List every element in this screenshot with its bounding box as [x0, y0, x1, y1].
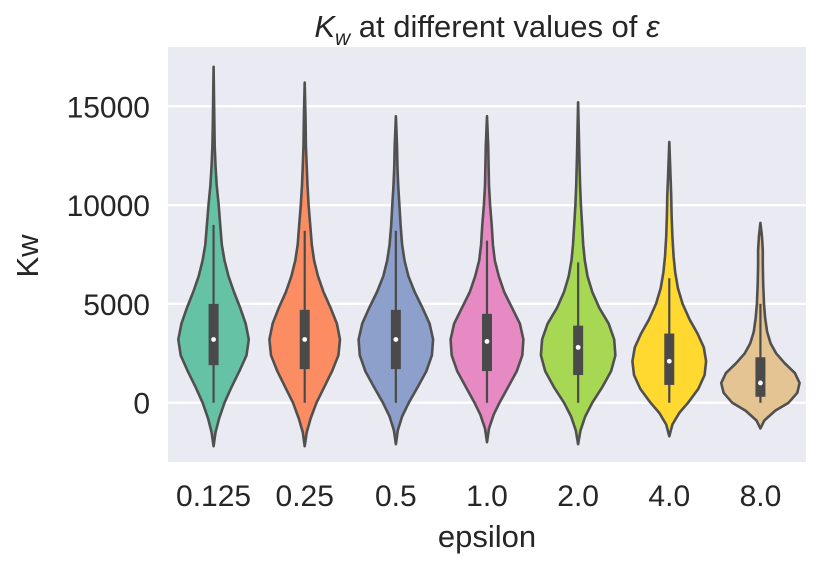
- violin-8.0: [719, 221, 801, 430]
- violins: [177, 65, 801, 448]
- violin-median: [302, 337, 308, 342]
- x-tick-label: 1.0: [466, 480, 508, 513]
- violin-median: [575, 344, 581, 350]
- y-tick-label: 15000: [67, 91, 150, 124]
- violin-4.0: [631, 140, 708, 438]
- y-tick-label: 5000: [83, 289, 150, 322]
- x-tick-label: 0.25: [276, 480, 334, 513]
- x-tick-label: 4.0: [648, 480, 690, 513]
- violin-median: [666, 358, 672, 364]
- violin-box: [573, 325, 584, 376]
- y-tick-labels: 0 5000 10000 15000: [67, 91, 150, 420]
- violin-median: [484, 339, 490, 344]
- x-tick-labels: 0.125 0.25 0.5 1.0 2.0 4.0 8.0: [176, 480, 781, 513]
- violin-0.125: [177, 65, 251, 448]
- chart-title: Kw at different values of ε: [314, 9, 660, 50]
- violin-2.0: [539, 101, 617, 446]
- violin-median: [758, 380, 763, 386]
- y-tick-label: 10000: [67, 190, 150, 223]
- x-tick-label: 2.0: [557, 480, 599, 513]
- violin-0.5: [357, 114, 435, 446]
- y-axis-label: Kw: [10, 234, 45, 278]
- x-tick-label: 0.5: [375, 480, 417, 513]
- x-tick-label: 8.0: [740, 480, 782, 513]
- violin-1.0: [449, 114, 525, 444]
- violin-box: [755, 357, 766, 397]
- x-axis-label: epsilon: [438, 519, 536, 554]
- violin-box: [208, 303, 219, 366]
- violin-0.25: [268, 81, 342, 448]
- violin-median: [211, 337, 216, 342]
- y-tick-label: 0: [133, 388, 150, 421]
- violin-median: [393, 337, 399, 342]
- x-tick-label: 0.125: [176, 480, 251, 513]
